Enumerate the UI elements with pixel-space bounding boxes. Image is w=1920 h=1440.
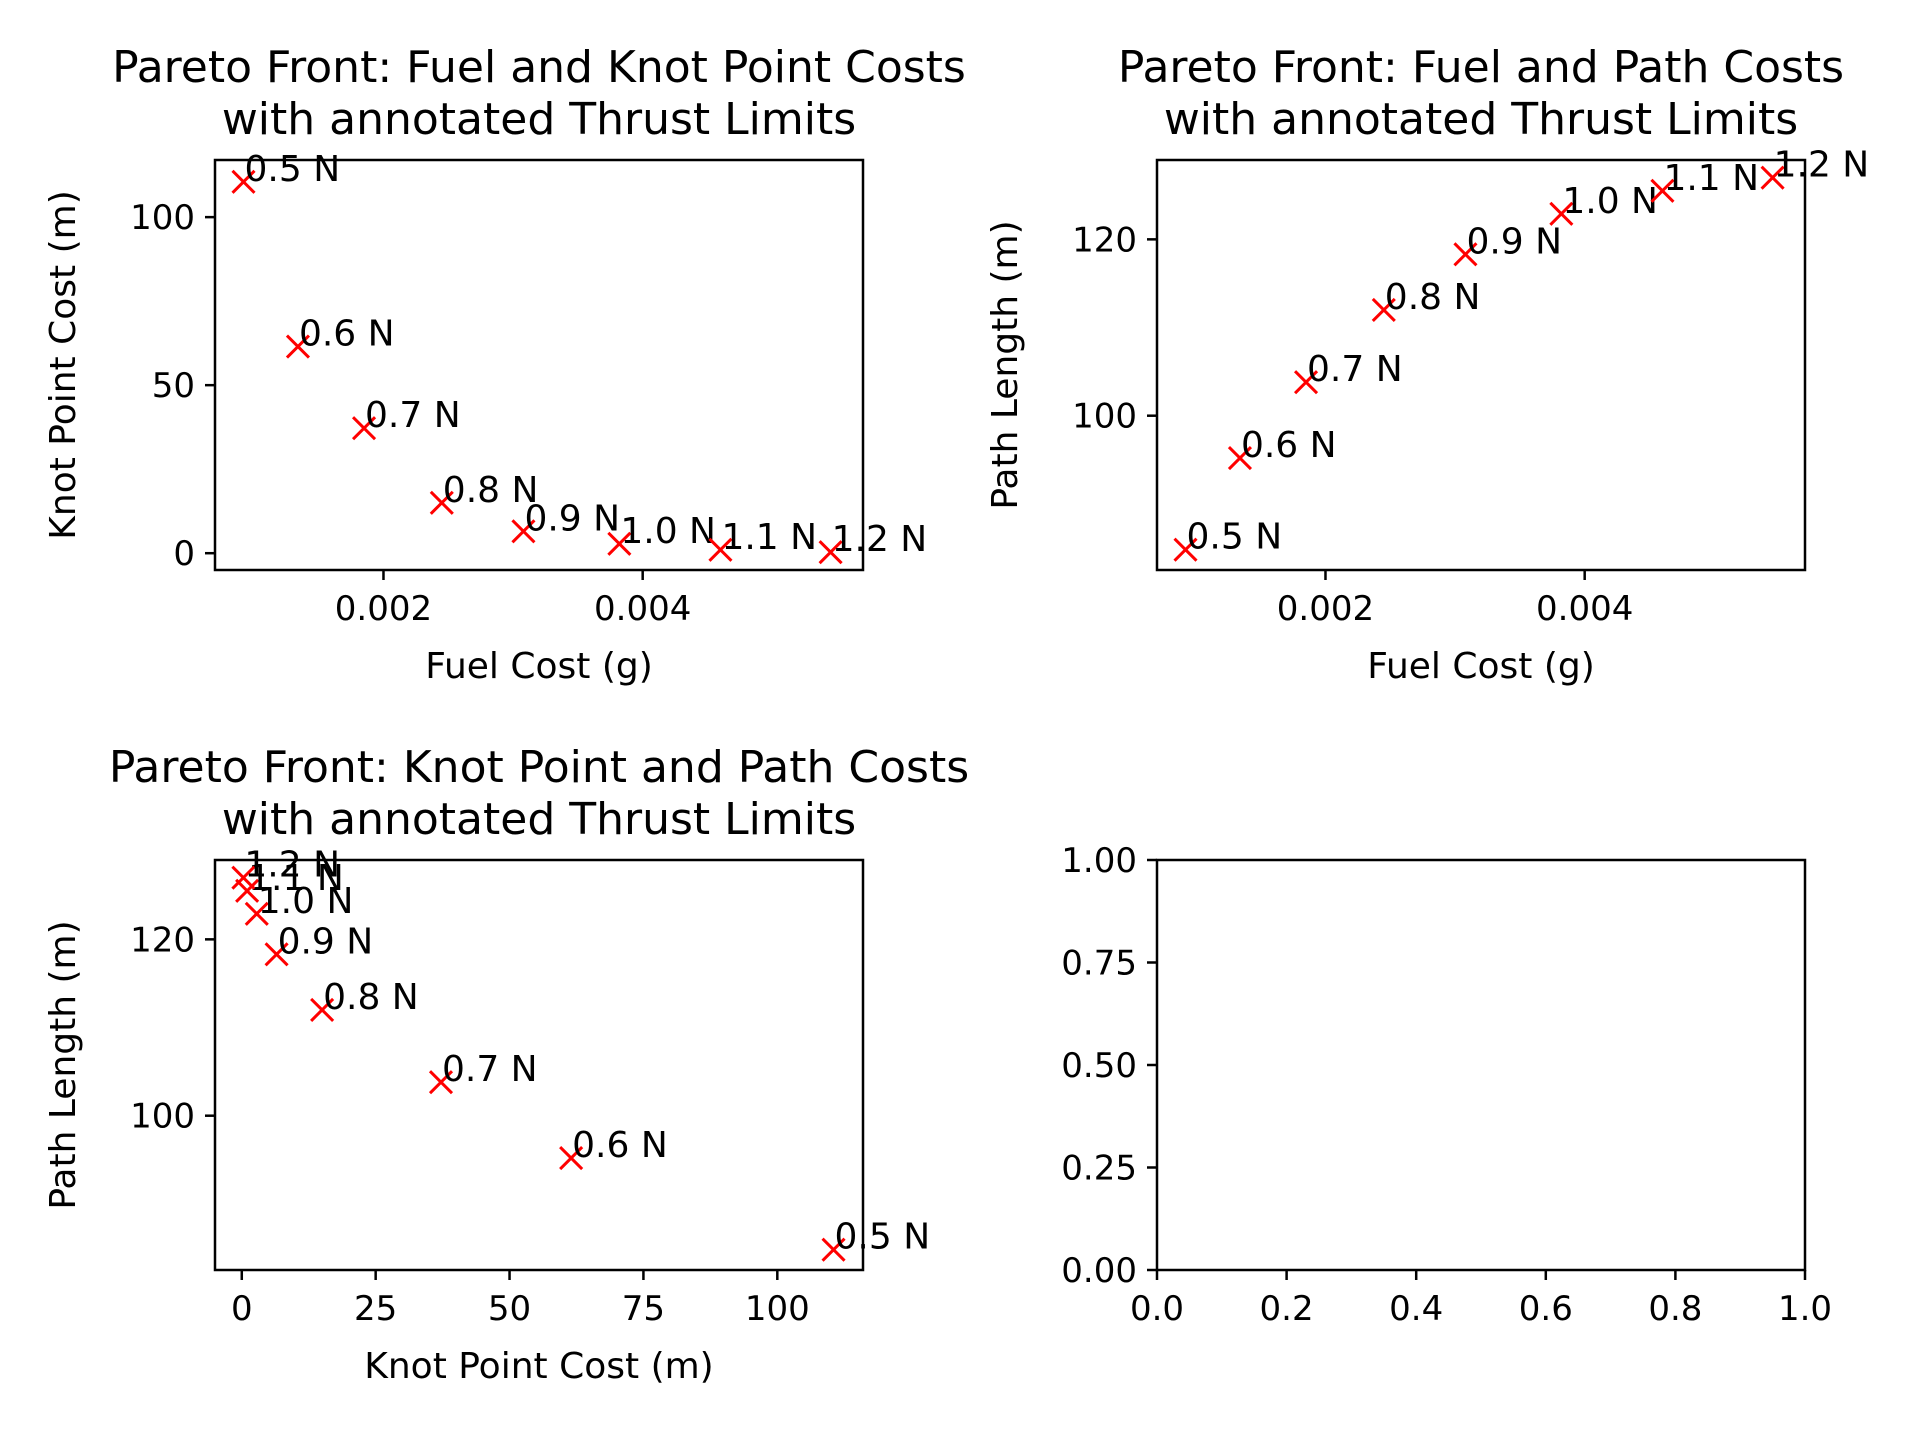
data-point-marker — [244, 901, 269, 926]
data-point-label: 1.2 N — [832, 519, 928, 560]
y-tick-label: 0.25 — [1061, 1149, 1137, 1189]
data-point-label: 0.9 N — [278, 921, 374, 962]
data-point-marker — [285, 334, 311, 359]
y-tick-label: 0.00 — [1061, 1251, 1137, 1291]
chart-panel-4: 0.0 0.2 0.4 0.6 0.8 1.0 0.00 0.25 0.50 0.75 1.00 — [1061, 841, 1832, 1329]
data-point-marker — [310, 997, 335, 1022]
data-point-marker — [351, 416, 377, 441]
plot-frame — [1155, 158, 1807, 572]
chart-panel-3: Pareto Front: Knot Point and Path Costsw… — [43, 742, 969, 1387]
data-point-marker — [818, 540, 843, 565]
x-tick-label: 1.0 — [1778, 1289, 1832, 1329]
y-tick-label: 100 — [130, 198, 195, 238]
y-tick-label: 0.50 — [1061, 1046, 1137, 1086]
x-axis-label: Knot Point Cost (m) — [364, 1346, 713, 1387]
x-tick-label: 0.004 — [594, 589, 691, 629]
data-point-marker — [1227, 445, 1253, 471]
chart-title-line: Pareto Front: Knot Point and Path Costs — [109, 742, 969, 793]
data-point-label: 1.0 N — [258, 881, 354, 922]
plot-frame — [213, 858, 865, 1272]
data-point-label: 0.5 N — [1187, 517, 1283, 558]
x-tick-label: 25 — [354, 1289, 397, 1329]
data-point-label: 1.1 N — [248, 858, 344, 899]
x-tick-label: 0.2 — [1260, 1289, 1314, 1329]
data-point-marker — [559, 1145, 584, 1171]
plot-frame — [213, 158, 865, 572]
data-point-marker — [1173, 537, 1198, 562]
x-tick-label: 0.4 — [1389, 1289, 1443, 1329]
data-point-label: 0.5 N — [245, 149, 341, 190]
chart-title-line: with annotated Thrust Limits — [1164, 94, 1798, 145]
data-point-marker — [231, 169, 256, 194]
data-point-label: 0.9 N — [1466, 221, 1562, 262]
x-tick-label: 0.004 — [1536, 589, 1633, 629]
data-point-label: 0.6 N — [299, 314, 395, 355]
data-point-marker — [1760, 165, 1785, 190]
data-point-label: 1.0 N — [620, 511, 716, 552]
data-point-label: 0.6 N — [1241, 425, 1337, 466]
data-point-label: 0.8 N — [1385, 277, 1481, 318]
y-tick-label: 100 — [130, 1097, 195, 1137]
x-tick-label: 75 — [622, 1289, 665, 1329]
data-point-label: 1.0 N — [1562, 181, 1658, 222]
x-tick-label: 100 — [745, 1289, 810, 1329]
y-tick-label: 100 — [1072, 397, 1137, 437]
x-tick-label: 0.8 — [1648, 1289, 1702, 1329]
y-axis-label: Path Length (m) — [985, 220, 1026, 509]
data-point-marker — [235, 878, 260, 903]
data-point-marker — [428, 1070, 454, 1095]
chart-title-line: Pareto Front: Fuel and Path Costs — [1118, 42, 1844, 93]
y-tick-label: 50 — [152, 366, 195, 406]
x-tick-label: 0.0 — [1130, 1289, 1184, 1329]
data-point-label: 0.6 N — [572, 1125, 668, 1166]
x-tick-label: 0 — [231, 1289, 253, 1329]
x-tick-label: 0.002 — [1277, 589, 1374, 629]
data-point-label: 0.7 N — [442, 1049, 538, 1090]
x-tick-label: 0.002 — [335, 589, 432, 629]
data-point-marker — [511, 519, 536, 544]
data-point-marker — [429, 490, 454, 515]
data-point-marker — [1293, 370, 1319, 395]
y-axis-label: Path Length (m) — [43, 920, 84, 1209]
data-point-label: 0.8 N — [443, 470, 539, 511]
data-point-label: 0.9 N — [524, 498, 620, 539]
chart-title-line: with annotated Thrust Limits — [222, 794, 856, 845]
data-point-marker — [1549, 201, 1574, 226]
data-point-marker — [231, 865, 256, 890]
data-point-marker — [607, 531, 632, 556]
data-point-label: 1.1 N — [721, 517, 817, 558]
chart-title-line: with annotated Thrust Limits — [222, 94, 856, 145]
data-point-marker — [1650, 178, 1675, 203]
data-point-label: 0.7 N — [1307, 349, 1403, 390]
y-tick-label: 120 — [1072, 220, 1137, 260]
data-point-marker — [821, 1237, 846, 1262]
data-point-label: 1.1 N — [1663, 158, 1759, 199]
y-axis-label: Knot Point Cost (m) — [43, 190, 84, 539]
y-tick-label: 0.75 — [1061, 944, 1137, 984]
data-point-marker — [708, 537, 733, 562]
data-point-marker — [264, 942, 289, 967]
y-tick-label: 1.00 — [1061, 841, 1137, 881]
data-point-label: 0.8 N — [323, 977, 419, 1018]
y-tick-label: 0 — [173, 534, 195, 574]
data-point-label: 1.2 N — [1774, 145, 1870, 186]
x-tick-label: 0.6 — [1519, 1289, 1573, 1329]
x-axis-label: Fuel Cost (g) — [425, 646, 653, 687]
data-point-marker — [1371, 297, 1396, 322]
x-tick-label: 50 — [488, 1289, 531, 1329]
chart-panel-1: Pareto Front: Fuel and Knot Point Costsw… — [43, 42, 966, 687]
chart-title-line: Pareto Front: Fuel and Knot Point Costs — [112, 42, 966, 93]
data-point-label: 0.5 N — [835, 1217, 931, 1258]
data-point-label: 0.7 N — [365, 395, 461, 436]
data-point-marker — [1453, 242, 1478, 267]
x-axis-label: Fuel Cost (g) — [1367, 646, 1595, 687]
data-point-label: 1.2 N — [244, 845, 340, 886]
y-tick-label: 120 — [130, 920, 195, 960]
